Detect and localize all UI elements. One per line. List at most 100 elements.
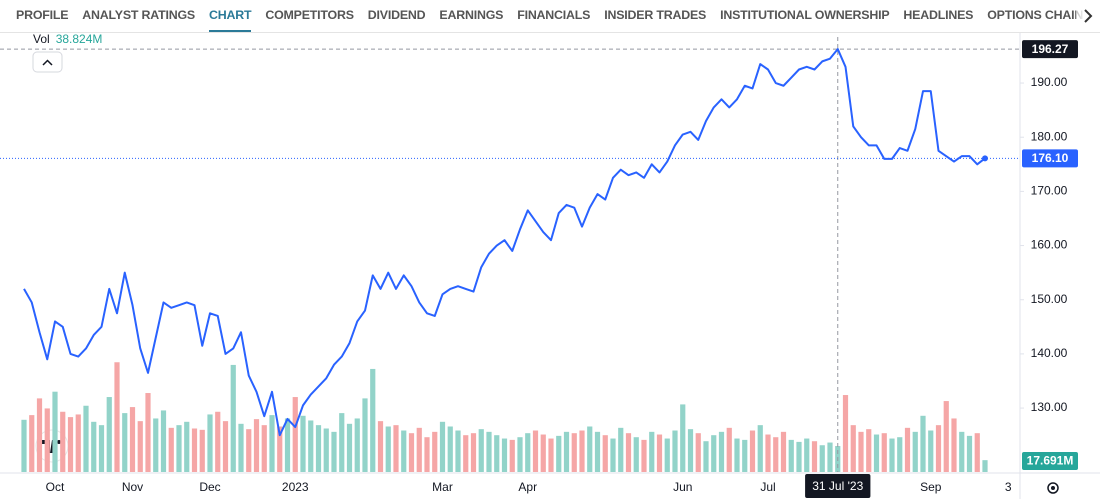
volume-bar [284,418,291,472]
volume-bar [67,417,74,472]
volume-bar [672,430,678,472]
volume-bar [44,408,50,472]
volume-bar [486,431,492,472]
volume-bar [928,430,934,472]
volume-bar [881,433,887,472]
volume-bar [98,425,105,472]
volume-bar [308,420,314,472]
price-line [23,48,986,437]
volume-bar [323,428,329,472]
volume-bar [726,427,732,472]
volume-bar [145,393,151,472]
y-tick-label: 170.00 [1031,184,1068,198]
volume-bar [649,431,655,472]
tab[interactable]: DIVIDEND [367,8,426,22]
volume-bar [377,421,384,472]
x-tick-label: Apr [518,480,537,494]
volume-bar [346,423,353,472]
volume-bar [470,433,477,472]
volume-bar [579,430,585,472]
volume-bar [401,430,407,472]
volume-bar [246,429,252,472]
volume-bar [370,368,376,472]
x-tick-label: Mar [432,480,453,494]
volume-bar [951,418,957,472]
volume-bar [742,439,748,472]
tab[interactable]: FINANCIALS [517,8,591,22]
volume-bar [912,431,918,472]
volume-bar [455,430,461,472]
volume-bar [633,437,639,472]
volume-bar [52,391,58,472]
volume-bar [734,438,740,472]
volume-bar [339,413,345,472]
x-tick-label: Nov [122,480,143,494]
volume-bar [277,426,283,472]
volume-bar [300,415,306,472]
tab[interactable]: COMPETITORS [265,8,354,22]
volume-bar [184,421,190,472]
volume-bar [153,418,159,472]
volume-bar [548,438,554,472]
volume-bar [858,431,864,472]
tab[interactable]: INSTITUTIONAL OWNERSHIP [720,8,890,22]
tab[interactable]: HEADLINES [903,8,974,22]
volume-bar [889,438,895,472]
volume-bar [765,434,771,472]
volume-bar [571,433,577,472]
volume-bar [261,425,267,472]
volume-bar [819,445,825,472]
crosshair-price-label: 196.27 [1032,42,1069,56]
last-price-label: 176.10 [1032,151,1069,165]
volume-bar [269,415,275,472]
volume-bar [238,423,244,472]
volume-bar [75,414,81,472]
x-tick-label: Oct [46,480,65,494]
tab[interactable]: PROFILE [16,8,69,22]
scroll-right-button[interactable] [1076,0,1100,32]
volume-bar [199,429,205,472]
tab[interactable]: ANALYST RATINGS [82,8,195,22]
volume-bar [897,437,903,472]
settings-icon[interactable] [1047,482,1059,494]
volume-bar [587,426,593,472]
volume-bar [594,431,601,472]
volume-bar [525,433,531,472]
volume-bar [408,433,415,472]
volume-bar [83,405,89,472]
volume-bar [804,438,810,472]
volume-bar [215,411,221,472]
volume-bar [695,433,701,472]
tab[interactable]: INSIDER TRADES [604,8,707,22]
y-tick-label: 130.00 [1031,400,1068,414]
volume-bar [757,425,763,472]
volume-bar [610,438,616,472]
volume-bar [122,413,128,472]
volume-bar [60,411,66,472]
volume-bar [137,421,143,472]
volume-bar [439,421,446,472]
volume-bar [478,429,484,472]
volume-bar [811,441,818,472]
volume-bar [974,433,980,472]
y-tick-label: 190.00 [1031,75,1068,89]
last-volume-box [1022,452,1078,470]
volume-bar [354,418,360,472]
crosshair-price-box [1022,40,1078,59]
volume-bar [959,431,965,472]
volume-bar [563,431,570,472]
volume-bar [168,427,174,472]
volume-bar [982,460,988,472]
collapse-button[interactable] [32,51,63,73]
y-tick-label: 140.00 [1031,346,1068,360]
volume-bar [780,431,787,472]
arrow-icon [1084,9,1093,23]
tab[interactable]: EARNINGS [439,8,504,22]
tab[interactable]: CHART [208,0,252,32]
volume-bar [362,398,368,472]
volume-bar [718,431,725,472]
volume-bar [711,435,717,472]
tab-bar: PROFILE ANALYST RATINGS CHART COMPETITORS DI… [0,0,1100,33]
tab[interactable]: OPTIONS CHAIN [987,8,1084,22]
